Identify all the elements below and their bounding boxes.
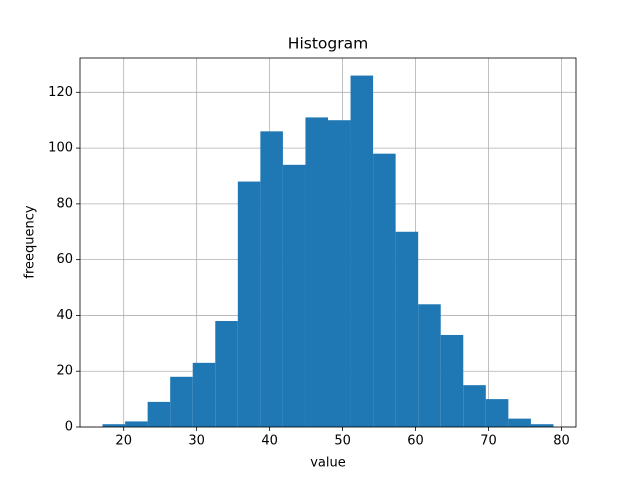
bar (260, 131, 283, 427)
y-tick-label: 80 (56, 196, 73, 211)
ticks: 20 30 40 50 60 70 80 0 20 40 60 80 100 120 (48, 85, 570, 449)
chart-title: Histogram (288, 35, 368, 53)
y-tick-label: 40 (56, 308, 73, 323)
y-tick-label: 0 (65, 420, 73, 435)
x-tick-label: 20 (115, 434, 132, 449)
bar (102, 424, 126, 427)
x-tick-label: 70 (480, 434, 497, 449)
bar (373, 153, 396, 427)
bars (102, 75, 554, 428)
bar (463, 385, 486, 427)
bar (237, 181, 261, 427)
bar (485, 399, 509, 427)
x-tick-label: 50 (334, 434, 351, 449)
bar (282, 164, 306, 428)
bar (215, 321, 238, 427)
bar (508, 418, 531, 427)
y-tick-label: 20 (56, 364, 73, 379)
bar (418, 304, 441, 427)
y-tick-label: 100 (48, 141, 73, 156)
bar (192, 362, 216, 427)
x-tick-label: 80 (553, 434, 570, 449)
axes-frame (79, 57, 577, 428)
y-tick-label: 120 (48, 85, 73, 100)
y-tick-label: 60 (56, 252, 73, 267)
x-tick-label: 30 (188, 434, 205, 449)
bar (305, 117, 328, 427)
bar (395, 231, 419, 427)
x-tick-label: 40 (261, 434, 278, 449)
bar (530, 424, 554, 427)
bar (440, 334, 464, 427)
x-tick-label: 60 (407, 434, 424, 449)
bar (328, 120, 351, 428)
x-axis-label: value (310, 456, 346, 471)
bar (147, 401, 171, 427)
bar (170, 376, 193, 427)
y-axis-label: freequency (23, 205, 38, 279)
bar (350, 75, 374, 428)
bar (125, 421, 148, 427)
